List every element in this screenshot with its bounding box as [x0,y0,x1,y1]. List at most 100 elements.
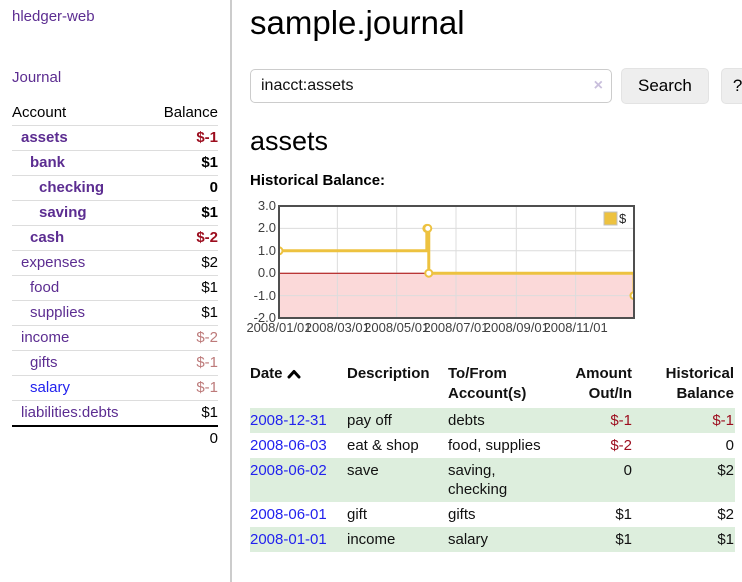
clear-search-icon[interactable]: × [593,77,603,94]
transaction-date-link[interactable]: 2008-06-03 [250,437,327,454]
transaction-accounts: food, supplies [448,437,541,454]
account-balance: $-2 [196,229,218,246]
balance-column-header: Balance [163,104,218,121]
transaction-balance: $1 [717,531,734,548]
transaction-balance: $-1 [712,412,734,429]
account-link-checking[interactable]: checking [39,179,105,196]
help-button[interactable]: ? [720,68,742,104]
account-link-assets[interactable]: assets [21,129,68,146]
sidebar-item-journal[interactable]: Journal [12,69,62,86]
account-row: gifts $-1 [12,350,218,375]
account-heading: assets [250,126,329,156]
sidebar: hledger-web Journal Account Balance asse… [0,0,232,582]
register-row: 2008-01-01 income salary $1 $1 [250,527,735,552]
transaction-description: gift [347,506,368,523]
account-balance: $1 [201,304,218,321]
y-axis-tick-label: -1.0 [253,287,276,303]
account-balance: $1 [201,404,218,421]
transaction-date-link[interactable]: 2008-06-01 [250,506,327,523]
account-link-salary[interactable]: salary [30,379,71,396]
svg-text:$: $ [619,211,627,226]
account-row: cash $-2 [12,225,218,250]
register-row: 2008-06-01 gift gifts $1 $2 [250,502,735,527]
transaction-accounts: gifts [448,506,476,523]
y-axis-tick-label: 0.0 [257,265,276,281]
transaction-balance: 0 [725,437,734,454]
transaction-date-link[interactable]: 2008-01-01 [250,531,327,548]
transaction-amount: $-1 [610,412,632,429]
transaction-balance: $2 [717,462,734,479]
register-row: 2008-06-03 eat & shop food, supplies $-2 0 [250,433,735,458]
y-axis-tick-label: 2.0 [257,220,276,236]
account-row: checking 0 [12,175,218,200]
x-axis-tick-label: 2008/11/01 [543,320,608,335]
transaction-description: income [347,531,396,548]
account-balance: $-1 [196,354,218,371]
account-row: liabilities:debts $1 [12,400,218,425]
account-link-gifts[interactable]: gifts [30,354,58,371]
y-axis-tick-label: 1.0 [257,242,276,258]
account-row: saving $1 [12,200,218,225]
transaction-description: eat & shop [347,437,419,454]
account-link-food[interactable]: food [30,279,60,296]
account-balance-table: Account Balance assets $-1 bank $1 checking 0… [12,101,218,451]
accounts-column-header: To/From Account(s) [448,365,527,402]
account-table-body: assets $-1 bank $1 checking 0 saving $1 cash $-2 e… [12,125,218,425]
transaction-amount: $1 [615,506,632,523]
date-column-header[interactable]: Date [250,361,347,408]
total-balance: 0 [209,430,218,447]
account-row: bank $1 [12,150,218,175]
transaction-accounts: saving, checking [448,462,508,498]
account-row: salary $-1 [12,375,218,400]
search-form: × Search ? [250,68,742,104]
register-row: 2008-06-02 save saving, checking 0 $2 [250,458,735,502]
chart-title: Historical Balance: [250,172,386,189]
sort-ascending-icon [287,365,301,385]
account-row: expenses $2 [12,250,218,275]
transaction-date-link[interactable]: 2008-06-02 [250,462,327,479]
register-row: 2008-12-31 pay off debts $-1 $-1 [250,408,735,433]
historical-balance-chart: $3.0 2.0 1.0 0.0 -1.0 -2.0 2008/01/01 2008/03/0… [246,198,735,344]
account-balance: 0 [209,179,218,196]
page-title: sample.journal [250,4,465,41]
y-axis-tick-label: -2.0 [253,310,276,325]
transaction-accounts: debts [448,412,485,429]
x-axis-tick-label: 2008/03/01 [304,320,370,335]
account-balance: $-1 [196,129,218,146]
account-link-expenses[interactable]: expenses [21,254,86,271]
transaction-description: pay off [347,412,392,429]
search-button[interactable]: Search [621,68,709,104]
x-axis-tick-label: 2008/07/01 [423,320,489,335]
search-input[interactable] [250,69,612,103]
account-column-header: Account [12,104,67,121]
account-link-bank[interactable]: bank [30,154,66,171]
transaction-balance: $2 [717,506,734,523]
register-table: Date Description To/From Account(s) Amou… [250,361,735,552]
account-row: assets $-1 [12,125,218,150]
account-balance: $2 [201,254,218,271]
x-axis-tick-label: 2008/01/01 [246,320,312,335]
transaction-description: save [347,462,379,479]
account-link-cash[interactable]: cash [30,229,65,246]
transaction-amount: 0 [623,462,632,479]
account-link-supplies[interactable]: supplies [30,304,86,321]
account-balance: $-2 [196,329,218,346]
account-balance: $1 [201,154,218,171]
app-title-link[interactable]: hledger-web [12,8,95,25]
account-link-income[interactable]: income [21,329,70,346]
account-table-header: Account Balance [12,101,218,125]
account-balance: $1 [201,279,218,296]
y-axis-tick-label: 3.0 [257,198,276,213]
account-row: income $-2 [12,325,218,350]
transaction-amount: $-2 [610,437,632,454]
x-axis-tick-label: 2008/09/01 [483,320,549,335]
x-axis-tick-label: 2008/05/01 [364,320,430,335]
register-header-row: Date Description To/From Account(s) Amou… [250,361,735,408]
account-link-saving[interactable]: saving [39,204,87,221]
account-row: supplies $1 [12,300,218,325]
transaction-amount: $1 [615,531,632,548]
transaction-date-link[interactable]: 2008-12-31 [250,412,327,429]
balance-column-header-register: Historical Balance [665,365,734,402]
account-link-liabilities-debts[interactable]: liabilities:debts [21,404,119,421]
account-balance: $-1 [196,379,218,396]
